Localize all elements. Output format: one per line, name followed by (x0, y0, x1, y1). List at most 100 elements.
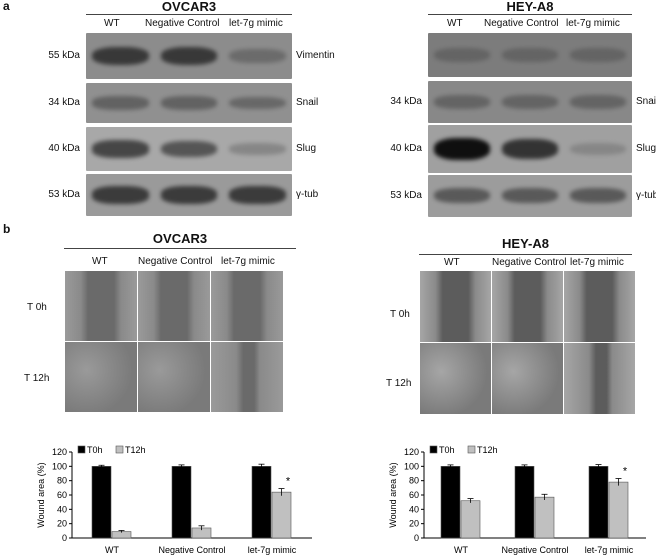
y-tick-label: 0 (414, 533, 419, 543)
blot-band (92, 96, 149, 110)
blot-band (92, 140, 149, 158)
blot-band (229, 143, 286, 155)
scratch-micrograph (419, 270, 492, 343)
scratch-row-t0h: T 0h (390, 309, 410, 320)
x-tick-label: WT (454, 545, 468, 555)
wound-area-chart-ovcar3: 0 20 40 60 80 100 120 Wound area (%) WT Negative … (36, 445, 312, 555)
scratch-row-t0h: T 0h (27, 302, 47, 313)
y-tick-label: 40 (57, 504, 67, 514)
y-axis-label: Wound area (%) (36, 462, 46, 527)
legend-label: T12h (477, 445, 498, 455)
scratch-col-let7g: let-7g mimic (570, 257, 624, 268)
scratch-micrograph (137, 341, 211, 413)
blot-col-negative-control: Negative Control (145, 18, 220, 29)
blot-band (570, 95, 626, 109)
scratch-micrograph (210, 270, 284, 342)
blot-kda-label: 34 kDa (48, 97, 80, 108)
blot-title-heya8: HEY-A8 (506, 0, 554, 14)
y-tick-label: 60 (409, 490, 419, 500)
bar-t0h (91, 466, 112, 539)
blot-band (92, 46, 149, 66)
x-tick-label: let-7g mimic (248, 545, 297, 555)
scratch-micrograph (137, 270, 211, 342)
y-tick-label: 60 (57, 490, 67, 500)
bar-t0h (171, 466, 192, 539)
blot-protein-label: Snail (636, 96, 656, 107)
blot-protein-label: Slug (296, 143, 317, 154)
y-axis-label: Wound area (%) (388, 462, 398, 527)
blot-strip (86, 33, 292, 79)
y-tick-label: 120 (404, 447, 419, 457)
bar-t12h (608, 481, 629, 539)
legend-label: T0h (439, 445, 455, 455)
scratch-micrograph (563, 270, 636, 343)
blot-band (570, 48, 626, 62)
bar-t0h (440, 466, 461, 539)
bar-t12h (534, 496, 555, 539)
x-tick-label: Negative Control (501, 545, 568, 555)
blot-band (160, 96, 218, 110)
blot-strip (428, 81, 632, 123)
legend-label: T12h (125, 445, 146, 455)
legend-label: T0h (87, 445, 103, 455)
blot-strip (86, 174, 292, 216)
blot-col-wt: WT (104, 18, 120, 29)
legend-swatch (77, 445, 86, 454)
blot-strip (428, 125, 632, 173)
scratch-col-wt: WT (92, 256, 108, 267)
blot-kda-label: 40 kDa (390, 143, 422, 154)
scratch-micrograph (419, 342, 492, 415)
legend-swatch (467, 445, 476, 454)
blot-protein-label: γ-tub (296, 189, 319, 200)
blot-band (434, 137, 490, 161)
scratch-micrograph (64, 270, 138, 342)
blot-strip (86, 127, 292, 171)
x-tick-label: WT (105, 545, 119, 555)
bar-t12h (460, 500, 481, 539)
blot-kda-label: 34 kDa (390, 96, 422, 107)
bar-t0h (588, 466, 609, 539)
blot-kda-label: 53 kDa (390, 190, 422, 201)
blot-band (502, 48, 558, 62)
scratch-title-heya8: HEY-A8 (502, 236, 549, 251)
blot-band (229, 96, 286, 110)
blot-kda-label: 55 kDa (48, 50, 80, 61)
scratch-col-negative-control: Negative Control (138, 256, 213, 267)
y-tick-label: 100 (52, 461, 67, 471)
y-tick-label: 0 (62, 533, 67, 543)
significance-asterisk: * (623, 466, 628, 478)
scratch-micrograph (64, 341, 138, 413)
y-tick-label: 20 (57, 519, 67, 529)
x-tick-label: let-7g mimic (585, 545, 634, 555)
y-tick-label: 100 (404, 461, 419, 471)
y-tick-label: 20 (409, 519, 419, 529)
significance-asterisk: * (286, 476, 291, 488)
bar-t0h (251, 466, 272, 539)
legend-swatch (115, 445, 124, 454)
panel-b-letter: b (3, 222, 11, 236)
blot-band (502, 95, 558, 109)
blot-band (434, 48, 490, 62)
blot-protein-label: Snail (296, 97, 319, 108)
blot-kda-label: 53 kDa (48, 189, 80, 200)
wound-area-chart-heya8: 0 20 40 60 80 100 120 Wound area (%) WT Negative … (388, 445, 646, 555)
bar-t0h (514, 466, 535, 539)
y-tick-label: 40 (409, 504, 419, 514)
x-tick-label: Negative Control (158, 545, 225, 555)
legend-swatch (429, 445, 438, 454)
blot-col-let7g: let-7g mimic (566, 18, 620, 29)
blot-strip (428, 33, 632, 77)
scratch-col-let7g: let-7g mimic (221, 256, 275, 267)
panel-a-letter: a (3, 0, 10, 13)
scratch-micrograph (491, 342, 564, 415)
blot-col-negative-control: Negative Control (484, 18, 559, 29)
blot-protein-label: Slug (636, 143, 656, 154)
blot-protein-label: Vimentin (296, 50, 335, 61)
blot-band (502, 188, 558, 204)
blot-protein-label: γ-tub (636, 190, 656, 201)
scratch-col-wt: WT (444, 257, 460, 268)
blot-band (502, 138, 558, 160)
blot-band (229, 186, 286, 204)
blot-band (570, 142, 626, 156)
scratch-micrograph (491, 270, 564, 343)
